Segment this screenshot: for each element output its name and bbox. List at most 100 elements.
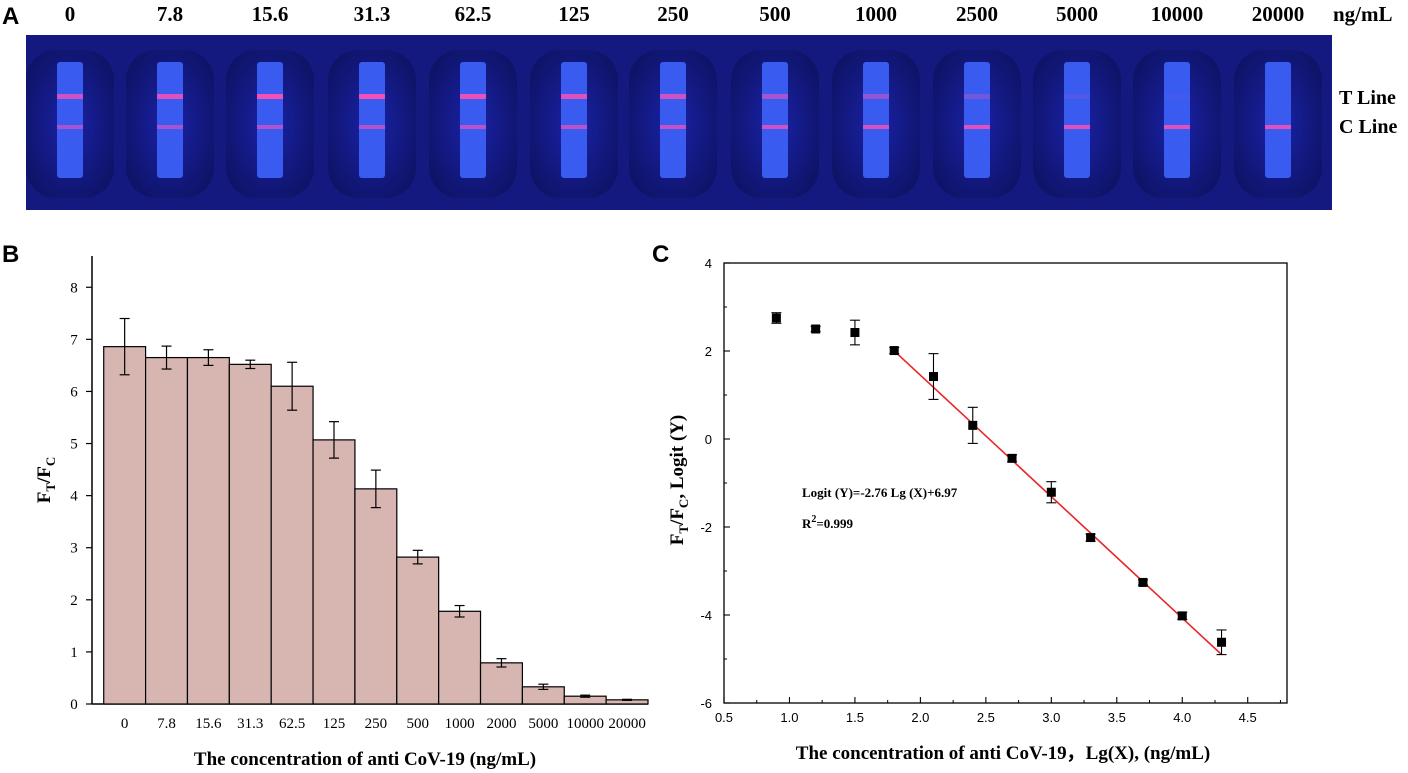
unit-label: ng/mL	[1333, 2, 1393, 26]
test-strip	[1033, 50, 1121, 198]
c-line-label: C Line	[1339, 116, 1397, 138]
strip-membrane	[762, 62, 788, 178]
t-line	[660, 94, 686, 99]
concentration-label: 2500	[956, 2, 998, 26]
b-y-tick-label: 6	[70, 384, 78, 400]
bar	[144, 356, 189, 705]
c-line	[863, 125, 889, 129]
concentration-label: 20000	[1252, 2, 1305, 26]
concentration-label: 250	[657, 2, 689, 26]
data-point	[850, 328, 860, 338]
t-line	[762, 94, 788, 99]
c-x-tick-label: 1.5	[846, 710, 864, 725]
category-label: 7.8	[157, 716, 176, 732]
category-label: 20000	[608, 716, 646, 732]
c-x-tick-label: 3.5	[1108, 710, 1126, 725]
concentration-label: 15.6	[252, 2, 289, 26]
strip-membrane	[359, 62, 385, 178]
data-point	[889, 346, 899, 356]
strip-membrane	[460, 62, 486, 178]
strip-membrane	[57, 62, 83, 178]
strip-membrane	[1265, 62, 1291, 178]
test-strip	[26, 50, 114, 198]
b-y-tick-label: 8	[70, 280, 78, 296]
concentration-label: 125	[558, 2, 590, 26]
concentration-label: 7.8	[157, 2, 183, 26]
concentration-label: 500	[759, 2, 791, 26]
test-strip	[832, 50, 920, 198]
c-line	[57, 125, 83, 129]
regression-equation: Logit (Y)=-2.76 Lg (X)+6.97	[802, 485, 958, 500]
c-y-tick-label: 2	[705, 344, 712, 359]
data-point	[1138, 577, 1148, 587]
t-line	[1064, 94, 1090, 99]
data-point	[1046, 487, 1056, 497]
t-line	[257, 94, 283, 99]
category-label: 1000	[445, 716, 475, 732]
c-x-tick-label: 2.0	[911, 710, 929, 725]
strip-membrane	[257, 62, 283, 178]
c-x-tick-label: 1.0	[780, 710, 798, 725]
bar	[270, 385, 314, 705]
category-label: 250	[365, 716, 388, 732]
strip-membrane	[863, 62, 889, 178]
c-y-tick-label: -2	[700, 520, 712, 535]
bar	[479, 662, 523, 705]
category-label: 5000	[528, 716, 558, 732]
concentration-label: 0	[65, 2, 76, 26]
c-x-tick-label: 4.5	[1239, 710, 1257, 725]
test-strip	[629, 50, 717, 198]
c-line	[1164, 125, 1190, 129]
data-point	[811, 324, 821, 334]
bar	[312, 439, 356, 705]
strip-membrane	[964, 62, 990, 178]
c-line	[257, 125, 283, 129]
category-label: 62.5	[279, 716, 305, 732]
panel-a-letter: A	[2, 3, 19, 30]
c-line	[964, 125, 990, 129]
fit-line	[893, 350, 1223, 656]
data-point	[968, 420, 978, 430]
r-squared: R2=0.999	[802, 514, 854, 531]
b-y-tick-label: 3	[70, 541, 78, 557]
c-line	[1064, 125, 1090, 129]
panel-b-letter: B	[2, 241, 19, 268]
concentration-label: 5000	[1056, 2, 1098, 26]
b-y-tick-label: 7	[70, 332, 78, 348]
category-label: 0	[121, 716, 129, 732]
t-line	[57, 94, 83, 99]
test-strip	[731, 50, 819, 198]
panel-c-plot	[771, 312, 1227, 656]
c-y-tick-label: -4	[700, 608, 712, 623]
c-line	[359, 125, 385, 129]
test-strip	[1234, 50, 1322, 198]
category-label: 125	[323, 716, 346, 732]
c-x-tick-label: 3.0	[1042, 710, 1060, 725]
panel-b-ylabel: FT/FC	[34, 457, 58, 504]
panel-c-xlabel: The concentration of anti CoV-19，Lg(X), …	[796, 743, 1210, 764]
c-line	[460, 125, 486, 129]
concentration-label: 1000	[855, 2, 897, 26]
panel-b: B 0 1 2 3 4 5 6 7 8 0 7.8 15.6 31.3 62.5 125 250 500 100…	[2, 241, 649, 770]
t-line-label: T Line	[1339, 87, 1396, 109]
category-label: 31.3	[237, 716, 263, 732]
test-strip	[933, 50, 1021, 198]
panel-c-ylabel: FT/FC, Logit (Y)	[667, 415, 691, 545]
c-line	[561, 125, 587, 129]
b-y-tick-label: 4	[70, 489, 78, 505]
panel-c-letter: C	[652, 241, 669, 268]
concentration-label: 31.3	[354, 2, 391, 26]
bar	[186, 356, 230, 705]
c-x-tick-label: 2.5	[977, 710, 995, 725]
t-line	[964, 94, 990, 99]
c-y-tick-label: -6	[700, 696, 712, 711]
c-line	[660, 125, 686, 129]
panel-c: C 0.5 1.0 1.5 2.0 2.5 3.0 3.5 4.0 4.5 4 2 0 -2 -4 -6 L…	[652, 241, 1288, 764]
data-point	[1007, 453, 1017, 463]
bar	[228, 363, 272, 705]
c-x-tick-label: 0.5	[715, 710, 733, 725]
test-strips	[26, 50, 1322, 198]
strip-membrane	[660, 62, 686, 178]
t-line	[157, 94, 183, 99]
